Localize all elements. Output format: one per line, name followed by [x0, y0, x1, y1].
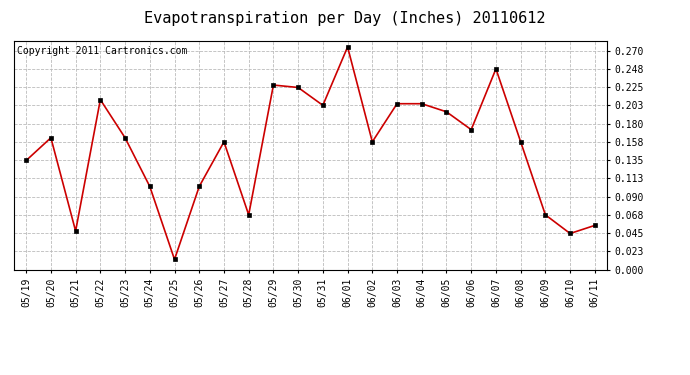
Text: Copyright 2011 Cartronics.com: Copyright 2011 Cartronics.com	[17, 46, 187, 56]
Text: Evapotranspiration per Day (Inches) 20110612: Evapotranspiration per Day (Inches) 2011…	[144, 11, 546, 26]
